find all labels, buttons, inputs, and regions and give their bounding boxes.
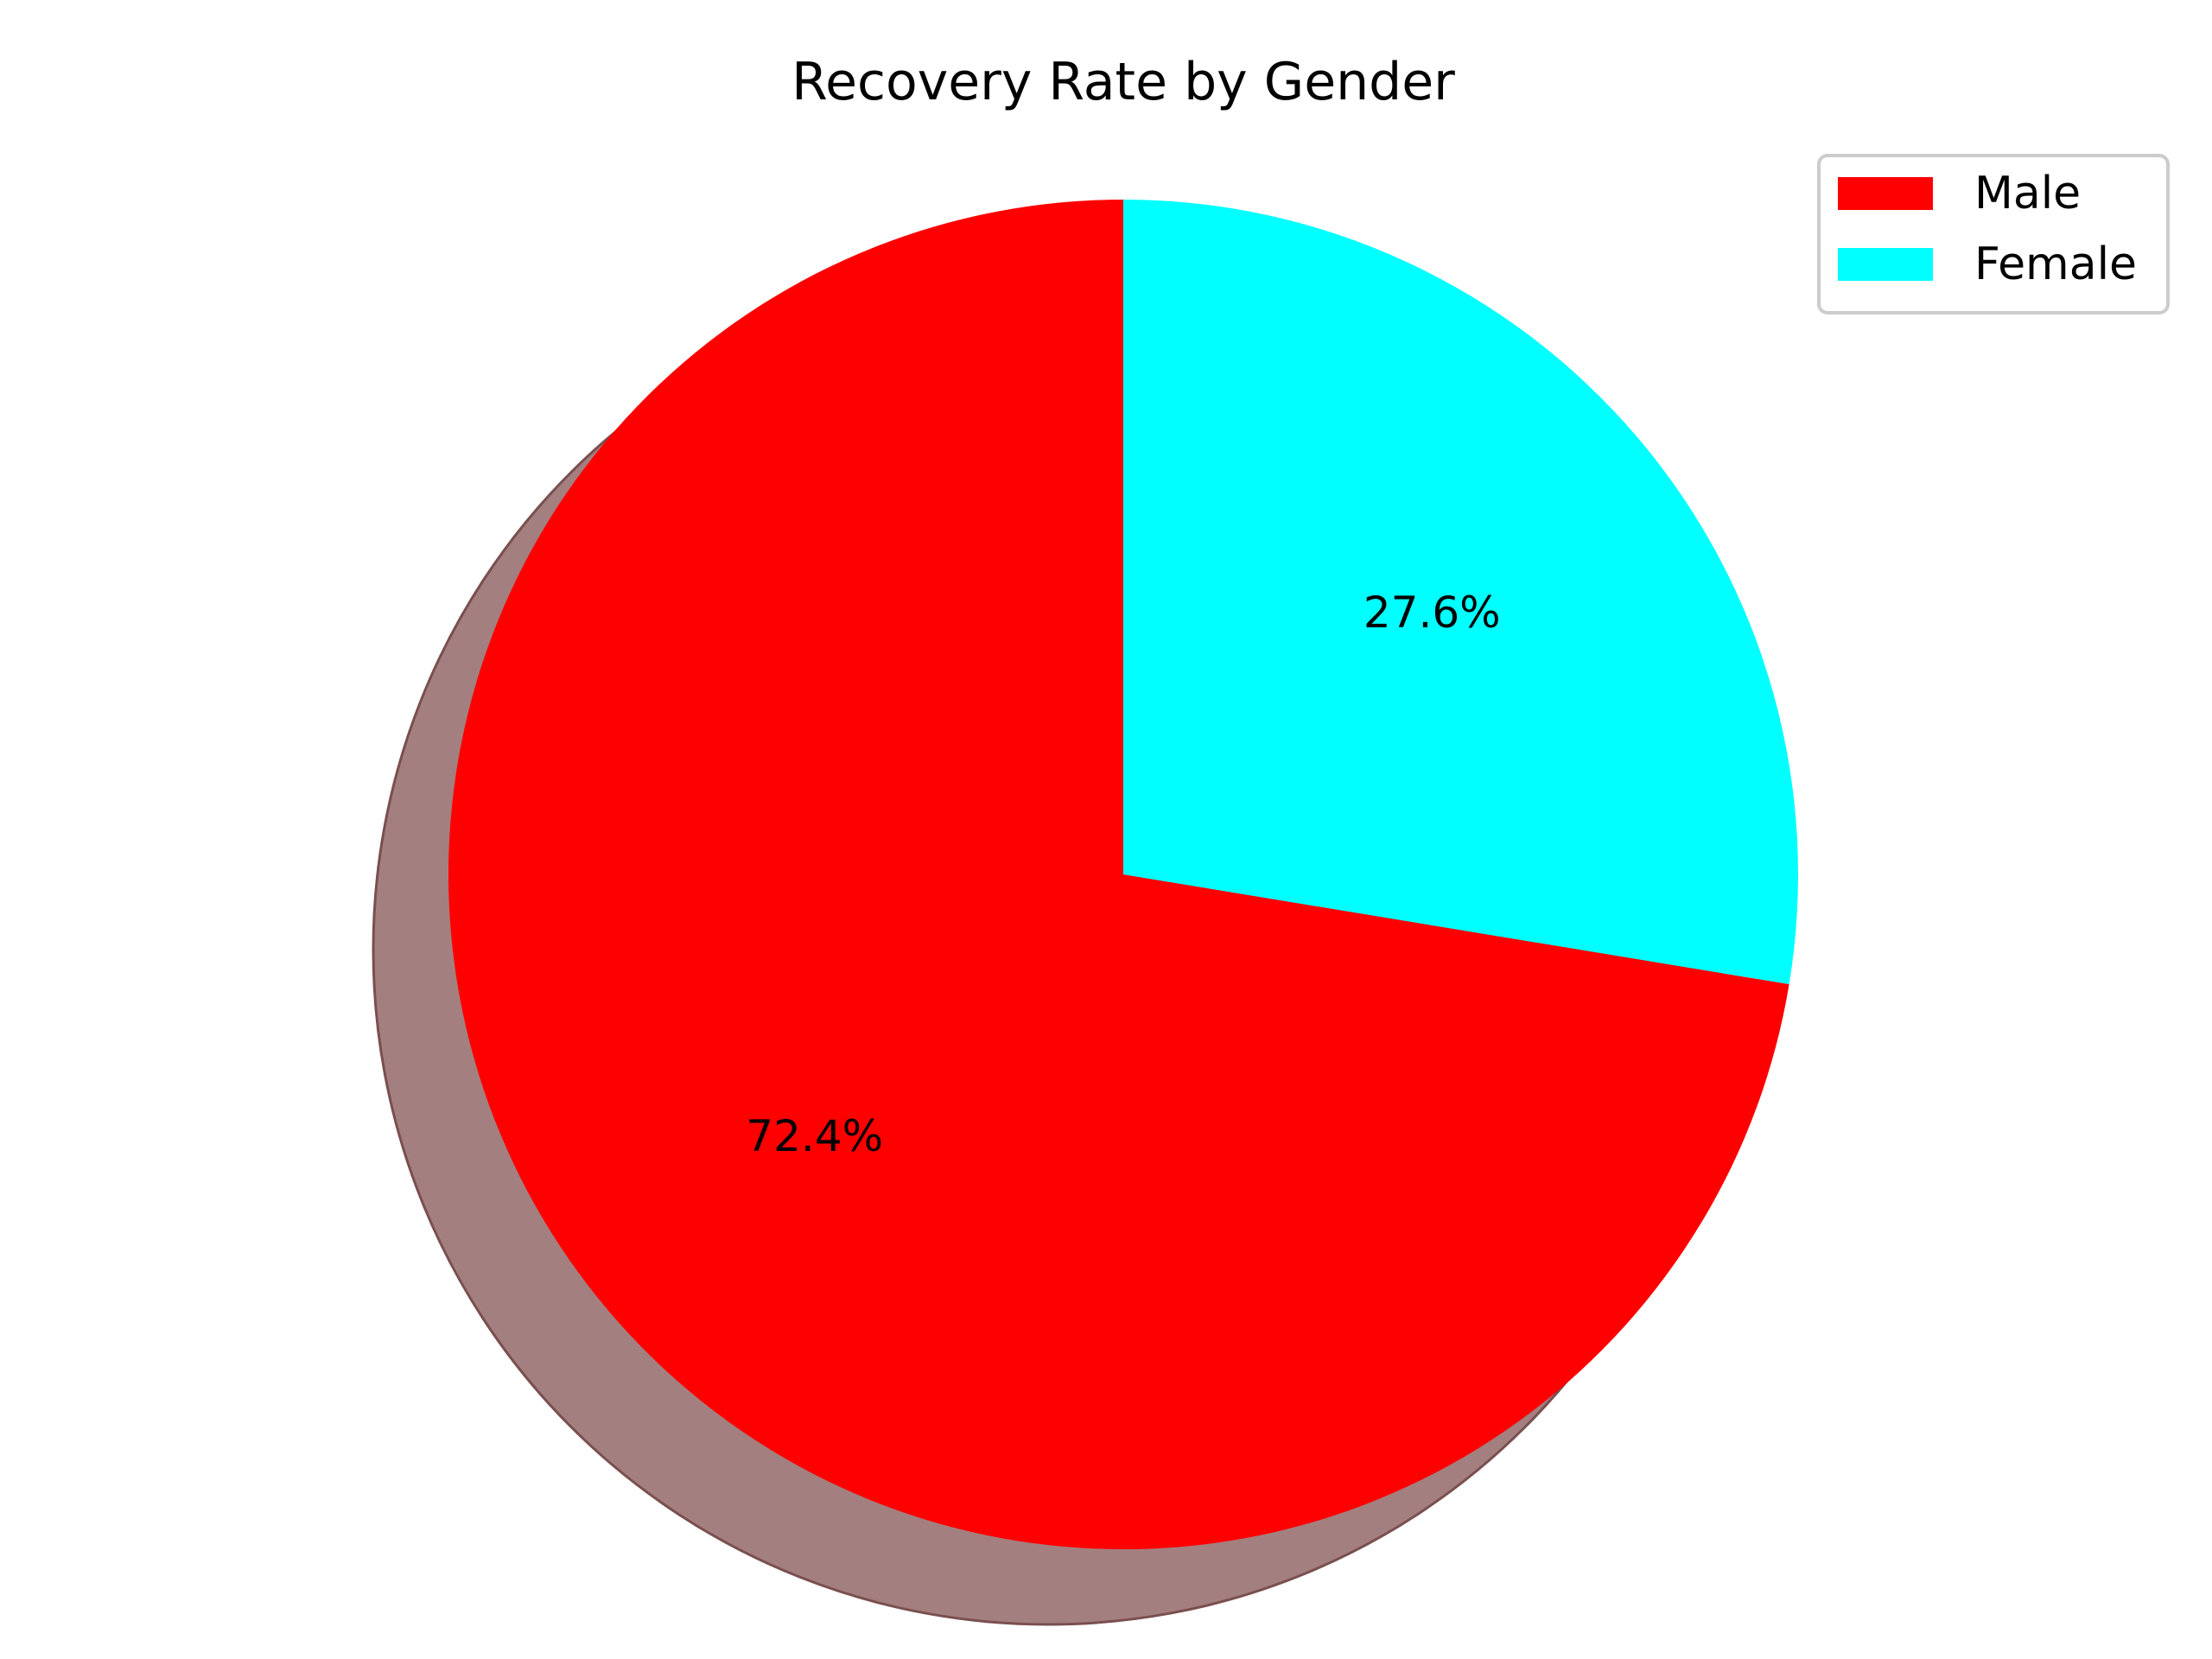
chart-title: Recovery Rate by Gender xyxy=(791,52,1455,112)
legend: Male Female xyxy=(1817,154,2170,315)
pct-label-male: 72.4% xyxy=(746,1111,883,1161)
pct-label-female: 27.6% xyxy=(1363,588,1501,638)
legend-label-male: Male xyxy=(1974,168,2081,219)
pie-slices xyxy=(448,200,1798,1549)
legend-label-female: Female xyxy=(1974,238,2137,290)
legend-swatch-female xyxy=(1838,248,1933,281)
legend-swatch-male xyxy=(1838,177,1933,210)
pie-labels: 72.4% 27.6% xyxy=(746,588,1500,1161)
pie-slice-male xyxy=(448,200,1789,1549)
pie-slice-female xyxy=(1123,200,1798,985)
